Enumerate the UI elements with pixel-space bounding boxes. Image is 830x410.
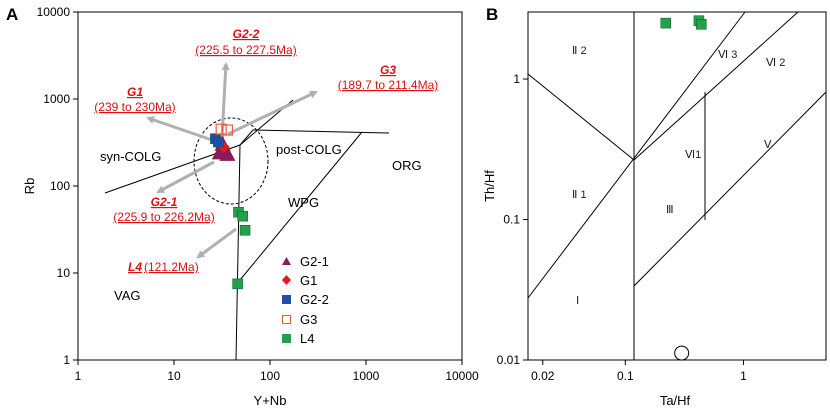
panel-a-points <box>210 123 251 290</box>
field-b-iii: Ⅲ <box>666 204 674 216</box>
boundary-b-vi <box>633 11 799 161</box>
annotation-g1-range: (239 to 230Ma) <box>94 100 175 114</box>
point-g2-2 <box>213 136 224 148</box>
panel-b-xlabel: Ta/Hf <box>660 393 691 408</box>
annotation-g3-name: G3 <box>380 63 396 77</box>
panel-b-points <box>660 15 707 361</box>
point-g2-1 <box>219 145 236 161</box>
boundary-wpg-org <box>239 131 363 281</box>
panel-b-label: B <box>486 5 498 24</box>
a-xtick-label: 10000 <box>445 369 479 383</box>
a-ytick-label: 1 <box>63 353 70 367</box>
point-l4 <box>239 225 251 236</box>
legend-g2-2-label: G2-2 <box>300 292 329 307</box>
panel-a-xlabel: Y+Nb <box>254 393 287 408</box>
point-b-open-circle <box>674 345 690 361</box>
field-vag: VAG <box>114 288 141 303</box>
legend-g3-label: G3 <box>300 312 317 327</box>
field-syn-colg: syn-COLG <box>100 149 161 164</box>
panel-a-axis-ticks: 1 10 100 1000 10000 1 10 100 1000 10000 <box>37 5 479 383</box>
panel-a-legend: G2-1 G1 G2-2 G3 L4 <box>282 254 329 346</box>
panel-a-frame <box>77 11 463 361</box>
point-g3 <box>221 124 234 136</box>
field-post-colg: post-COLG <box>276 142 342 157</box>
annotation-g2-1-name: G2-1 <box>151 195 178 209</box>
annotation-l4-name: L4 <box>128 260 142 274</box>
point-b-l4 <box>696 19 707 30</box>
a-xtick-label: 1 <box>75 369 82 383</box>
a-ytick-label: 10 <box>57 266 71 280</box>
b-xtick-label: 1 <box>740 369 747 383</box>
post-colg-circle <box>193 117 269 205</box>
annotation-l4-range: (121.2Ma) <box>144 260 199 274</box>
arrow-g3 <box>227 90 318 136</box>
boundary-b-ii2 <box>527 73 635 161</box>
b-ytick-label: 0.1 <box>503 213 520 227</box>
legend-g2-1-label: G2-1 <box>300 254 329 269</box>
a-ytick-label: 10000 <box>37 5 71 19</box>
field-b-vi2: Ⅵ 2 <box>766 57 785 69</box>
field-b-i: Ⅰ <box>576 295 579 307</box>
panel-b-frame <box>527 11 827 361</box>
a-xtick-label: 10 <box>167 369 181 383</box>
point-l4 <box>232 278 243 290</box>
annotation-g3-range: (189.7 to 211.4Ma) <box>338 78 439 92</box>
legend-g2-1-marker <box>282 257 291 265</box>
b-xtick-label: 0.1 <box>617 369 634 383</box>
b-xtick-label: 0.02 <box>531 369 555 383</box>
arrow-g2-1 <box>156 160 215 194</box>
point-b-l4 <box>660 17 672 29</box>
field-wpg: WPG <box>288 195 319 210</box>
point-g3 <box>215 123 227 135</box>
panel-b-axis-ticks: 0.02 0.1 1 0.01 0.1 1 <box>497 72 747 383</box>
legend-g2-2-marker <box>282 295 291 304</box>
annotation-g2-2-range: (225.5 to 227.5Ma) <box>195 43 296 57</box>
b-ytick-label: 1 <box>513 72 520 86</box>
field-b-vi1: Ⅵ1 <box>685 149 701 161</box>
field-b-vi3: Ⅵ 3 <box>718 49 737 61</box>
legend-g3-marker <box>282 315 291 324</box>
field-org: ORG <box>392 158 422 173</box>
b-ytick-label: 0.01 <box>497 353 521 367</box>
field-b-v: Ⅴ <box>764 139 772 151</box>
annotation-g2-1-range: (225.9 to 226.2Ma) <box>113 210 214 224</box>
boundary-b-iii <box>633 91 827 287</box>
panel-a-annotations: G1 (239 to 230Ma) G2-2 (225.5 to 227.5Ma… <box>94 27 438 274</box>
arrow-g1 <box>146 116 213 142</box>
panel-b-boundaries <box>527 11 827 360</box>
panel-b-ylabel: Th/Hf <box>482 170 497 202</box>
panel-a-ylabel: Rb <box>22 178 37 195</box>
annotation-g1-name: G1 <box>127 85 143 99</box>
annotation-g2-2-name: G2-2 <box>233 27 260 41</box>
panel-a-label: A <box>6 5 18 24</box>
a-xtick-label: 1000 <box>353 369 380 383</box>
field-b-ii1: Ⅱ 1 <box>572 189 587 201</box>
a-xtick-label: 100 <box>260 369 280 383</box>
legend-g1-label: G1 <box>300 273 317 288</box>
a-ytick-label: 100 <box>50 179 70 193</box>
a-ytick-label: 1000 <box>43 92 70 106</box>
legend-l4-label: L4 <box>300 331 314 346</box>
boundary-b-ii1 <box>527 11 746 299</box>
boundary-vag-wpg <box>235 144 241 361</box>
field-b-ii2: Ⅱ 2 <box>572 45 587 57</box>
point-l4 <box>237 210 248 222</box>
boundary-post-colg <box>239 129 390 146</box>
legend-l4-marker <box>282 334 291 343</box>
arrow-l4 <box>196 227 237 259</box>
legend-g1-marker <box>282 275 291 285</box>
panel-a-boundaries <box>104 99 390 361</box>
